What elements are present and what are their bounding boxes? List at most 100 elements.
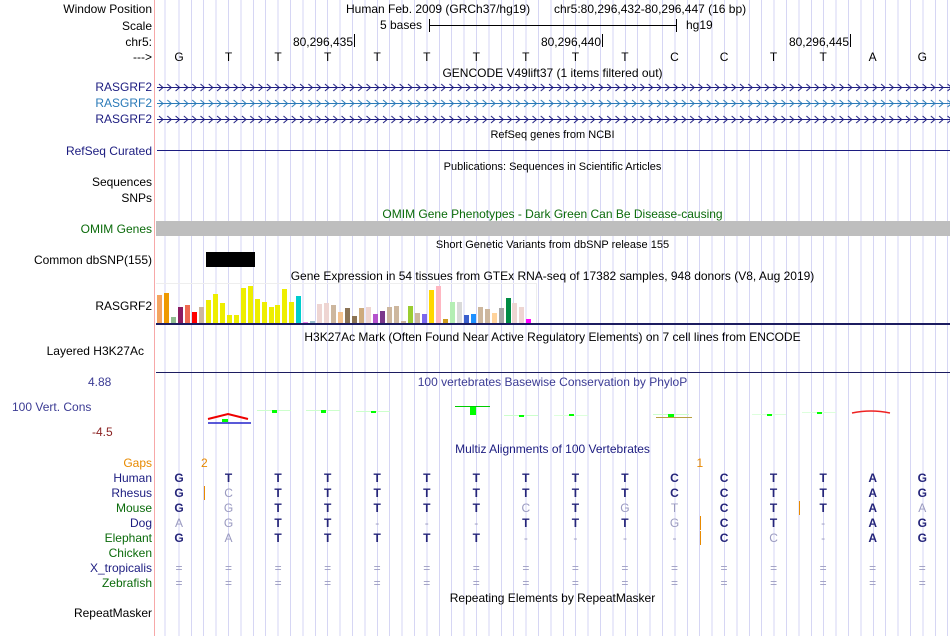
gtex-tissue-bar[interactable] [212, 293, 218, 324]
gene-model-line[interactable] [157, 115, 950, 124]
gtex-tissue-bar[interactable] [393, 305, 399, 324]
gtex-track-title[interactable]: Gene Expression in 54 tissues from GTEx … [290, 269, 815, 283]
gtex-tissue-bar[interactable] [345, 307, 351, 324]
species-label-zebrafish[interactable]: Zebrafish [101, 576, 152, 590]
aligned-base: T [472, 486, 480, 500]
omim-label[interactable]: OMIM Genes [80, 222, 152, 236]
phylop-mark [519, 415, 524, 417]
gtex-tissue-bar[interactable] [373, 313, 379, 324]
gtex-tissue-bar[interactable] [366, 306, 372, 324]
refseq-track-title[interactable]: RefSeq genes from NCBI [490, 129, 615, 141]
gtex-tissue-bar[interactable] [442, 319, 448, 324]
gtex-tissue-bar[interactable] [359, 307, 365, 324]
gene-label[interactable]: RASGRF2 [95, 112, 152, 126]
multiz-track-title[interactable]: Multiz Alignments of 100 Vertebrates [455, 442, 650, 456]
h3k27ac-track-title[interactable]: H3K27Ac Mark (Often Found Near Active Re… [304, 330, 801, 344]
gtex-tissue-bar[interactable] [163, 292, 169, 324]
gtex-tissue-bar[interactable] [463, 314, 469, 324]
insertion-marker[interactable] [204, 486, 205, 500]
gtex-tissue-bar[interactable] [324, 302, 330, 324]
phylop-track-title[interactable]: 100 vertebrates Basewise Conservation by… [417, 375, 688, 389]
gtex-tissue-bar[interactable] [157, 294, 162, 324]
gene-model-line[interactable] [157, 99, 950, 108]
sequences-label[interactable]: Sequences [91, 175, 152, 189]
gene-label[interactable]: RASGRF2 [95, 96, 152, 110]
gtex-tissue-bar[interactable] [505, 297, 511, 324]
gtex-tissue-bar[interactable] [477, 306, 483, 324]
species-label-x_tropicalis[interactable]: X_tropicalis [89, 561, 152, 575]
gtex-tissue-bar[interactable] [289, 301, 295, 324]
gtex-tissue-bar[interactable] [254, 298, 260, 324]
gtex-bar-chart[interactable] [156, 283, 537, 324]
gtex-tissue-bar[interactable] [331, 304, 337, 324]
h3k27ac-label[interactable]: Layered H3K27Ac [46, 344, 144, 358]
gene-model-line[interactable] [157, 83, 950, 92]
gtex-tissue-bar[interactable] [512, 302, 518, 324]
publications-track-title[interactable]: Publications: Sequences in Scientific Ar… [443, 161, 662, 173]
repeatmasker-label[interactable]: RepeatMasker [73, 606, 152, 620]
repeatmasker-track-title[interactable]: Repeating Elements by RepeatMasker [449, 591, 656, 605]
refseq-label[interactable]: RefSeq Curated [65, 144, 152, 158]
gtex-tissue-bar[interactable] [317, 303, 323, 324]
gtex-label[interactable]: RASGRF2 [95, 299, 152, 313]
species-label-dog[interactable]: Dog [129, 516, 152, 530]
dbsnp-track-title[interactable]: Short Genetic Variants from dbSNP releas… [435, 239, 670, 251]
gencode-track-title[interactable]: GENCODE V49lift37 (1 items filtered out) [442, 66, 663, 80]
aligned-base: A [224, 531, 233, 545]
gtex-tissue-bar[interactable] [247, 286, 253, 324]
species-label-mouse[interactable]: Mouse [115, 501, 152, 515]
species-label-elephant[interactable]: Elephant [104, 531, 152, 545]
gtex-tissue-bar[interactable] [352, 316, 358, 324]
snps-label[interactable]: SNPs [121, 191, 152, 205]
omim-gene-bar[interactable] [156, 221, 950, 236]
gtex-tissue-bar[interactable] [275, 304, 281, 324]
gtex-tissue-bar[interactable] [205, 299, 211, 324]
omim-track-title[interactable]: OMIM Gene Phenotypes - Dark Green Can Be… [382, 207, 723, 221]
gtex-tissue-bar[interactable] [261, 301, 267, 324]
gtex-tissue-bar[interactable] [191, 311, 197, 324]
gtex-tissue-bar[interactable] [233, 314, 239, 324]
gtex-tissue-bar[interactable] [380, 310, 386, 324]
gtex-tissue-bar[interactable] [428, 289, 434, 324]
phylop-label[interactable]: 100 Vert. Cons [12, 400, 92, 414]
species-label-human[interactable]: Human [113, 471, 152, 485]
gtex-tissue-bar[interactable] [296, 295, 302, 324]
species-label-rhesus[interactable]: Rhesus [111, 486, 152, 500]
gtex-tissue-bar[interactable] [177, 306, 183, 324]
gtex-tissue-bar[interactable] [470, 313, 476, 324]
gtex-tissue-bar[interactable] [526, 319, 532, 324]
gtex-tissue-bar[interactable] [170, 317, 176, 324]
gtex-tissue-bar[interactable] [491, 312, 497, 324]
gtex-tissue-bar[interactable] [282, 288, 288, 324]
gtex-tissue-bar[interactable] [240, 287, 246, 324]
snp-variant-block[interactable] [206, 252, 255, 267]
gtex-tissue-bar[interactable] [226, 315, 232, 324]
gtex-tissue-bar[interactable] [456, 301, 462, 324]
gtex-tissue-bar[interactable] [268, 306, 274, 324]
gtex-tissue-bar[interactable] [484, 308, 490, 324]
gene-label[interactable]: RASGRF2 [95, 80, 152, 94]
gtex-tissue-bar[interactable] [498, 307, 504, 324]
gtex-tissue-bar[interactable] [387, 306, 392, 324]
gtex-tissue-bar[interactable] [400, 321, 406, 324]
species-label-chicken[interactable]: Chicken [108, 546, 152, 560]
gtex-tissue-bar[interactable] [407, 305, 413, 324]
gtex-tissue-bar[interactable] [414, 312, 420, 324]
gtex-tissue-bar[interactable] [449, 301, 455, 324]
insertion-marker[interactable] [699, 531, 701, 545]
aligned-base: T [423, 486, 431, 500]
gtex-tissue-bar[interactable] [338, 311, 344, 324]
insertion-marker[interactable] [798, 501, 800, 515]
dbsnp-label[interactable]: Common dbSNP(155) [33, 253, 152, 267]
gtex-tissue-bar[interactable] [184, 304, 190, 324]
refseq-gene-line[interactable] [157, 150, 950, 151]
gtex-tissue-bar[interactable] [310, 321, 316, 324]
gtex-tissue-bar[interactable] [219, 302, 225, 324]
gtex-tissue-bar[interactable] [421, 313, 427, 324]
insertion-marker[interactable] [699, 516, 701, 530]
gtex-tissue-bar[interactable] [519, 306, 525, 324]
gaps-label[interactable]: Gaps [123, 456, 152, 470]
gtex-tissue-bar[interactable] [435, 286, 441, 324]
gtex-tissue-bar[interactable] [198, 306, 204, 324]
